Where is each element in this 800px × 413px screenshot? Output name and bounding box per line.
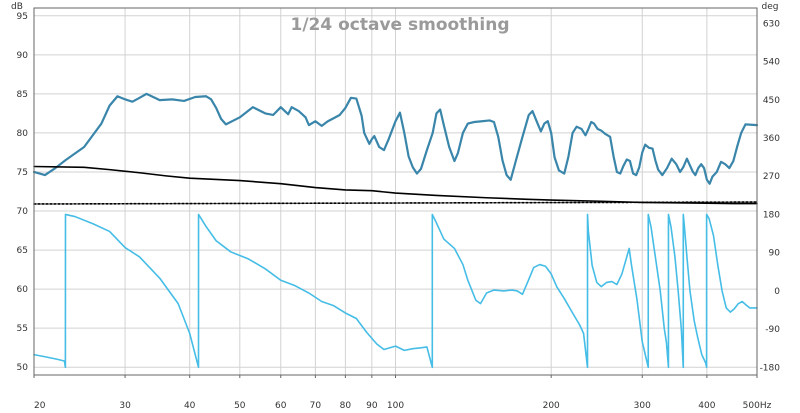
chart-title: 1/24 octave smoothing [290, 15, 509, 35]
axes: 20 30 40 50 60 70 80 90 100 200 300 400 500Hz 50 55 60 6… [17, 7, 781, 411]
x-tick-label: 80 [340, 401, 352, 411]
y-right-tick-label: 540 [763, 58, 780, 68]
phase-curve [33, 213, 758, 369]
series-lines [32, 92, 759, 369]
right-axis-unit: deg [762, 2, 779, 12]
x-tick-label: 30 [119, 401, 131, 411]
reference-dotted-line [33, 201, 758, 205]
y-right-tick-label: 180 [763, 210, 780, 220]
x-tick-label: 70 [310, 401, 322, 411]
left-axis-unit: dB [11, 2, 23, 12]
x-tick-label: 50 [234, 401, 246, 411]
y-right-tick-label: -90 [765, 325, 780, 335]
y-right-tick-label: 0 [774, 287, 780, 297]
x-tick-label: 60 [275, 401, 287, 411]
y-left-tick-label: 65 [17, 246, 28, 256]
y-left-tick-label: 80 [17, 129, 29, 139]
y-right-tick-label: 450 [763, 96, 780, 106]
x-tick-label: 100 [387, 401, 404, 411]
x-tick-label: 200 [543, 401, 560, 411]
y-right-tick-label: 360 [763, 134, 780, 144]
y-left-tick-label: 55 [17, 324, 28, 334]
x-tick-label: 90 [366, 401, 378, 411]
y-left-tick-label: 50 [17, 363, 29, 373]
y-left-tick-label: 90 [17, 51, 29, 61]
x-tick-label: 40 [184, 401, 196, 411]
y-left-tick-label: 95 [17, 12, 28, 22]
y-right-tick-label: 630 [763, 19, 780, 29]
y-left-tick-label: 75 [17, 168, 28, 178]
x-tick-label: 20 [34, 401, 46, 411]
grid-lines [33, 8, 757, 375]
x-tick-label: 300 [634, 401, 651, 411]
y-right-tick-label: 90 [769, 249, 781, 259]
y-right-tick-label: 270 [763, 172, 780, 182]
y-left-tick-label: 85 [17, 90, 28, 100]
y-left-tick-label: 70 [17, 207, 29, 217]
x-tick-label: 400 [698, 401, 715, 411]
y-left-tick-label: 60 [17, 285, 29, 295]
y-right-tick-label: -180 [760, 363, 781, 373]
x-tick-label: 500Hz [743, 401, 772, 411]
magnitude-curve [32, 92, 759, 185]
